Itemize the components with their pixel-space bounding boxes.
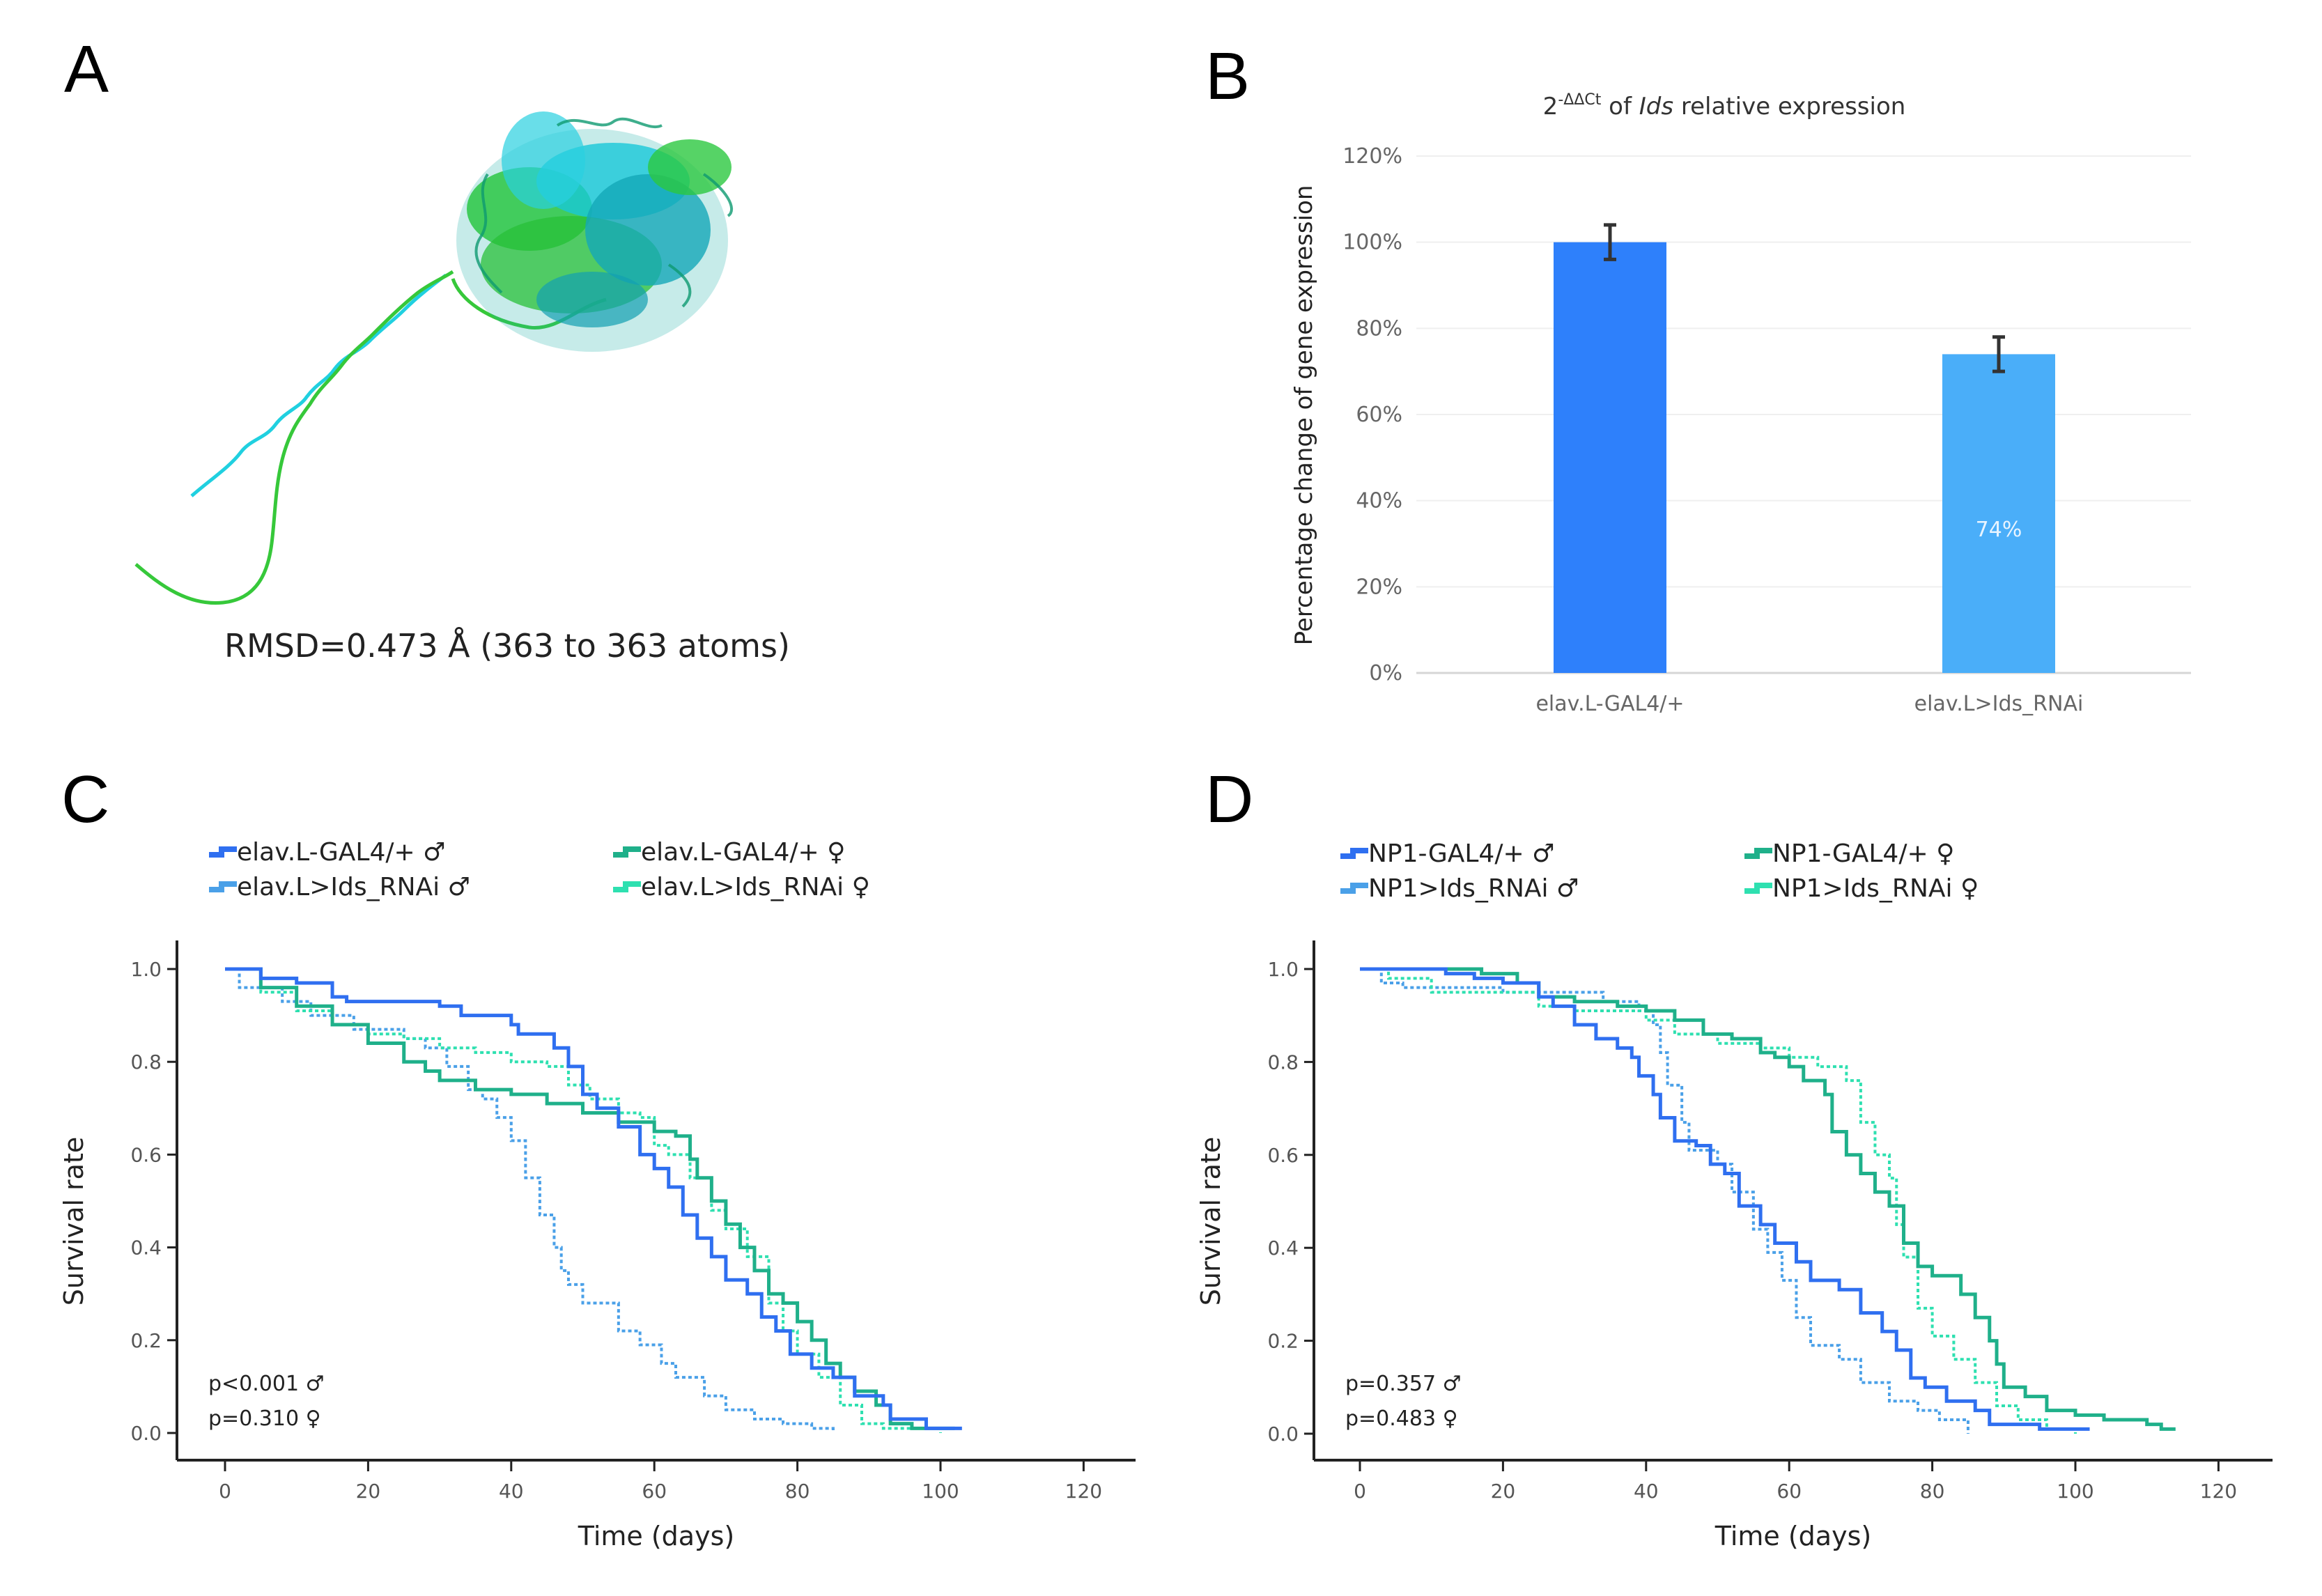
- y-tick-label: 0.8: [130, 1051, 162, 1074]
- survival-curve: [1360, 968, 2077, 1434]
- y-tick-label: 1.0: [1267, 958, 1299, 981]
- y-tick-label: 20%: [1356, 575, 1402, 599]
- expression-bar-chart: 2-ΔΔCt of Ids relative expression Percen…: [1290, 91, 2191, 716]
- survival-chart-c: 0.0 0.2 0.4 0.6 0.8 1.0 0 20 40 60 80 100 120 Time (d…: [59, 838, 1136, 1551]
- legend-item: NP1>Ids_RNAi ♀: [1744, 874, 1979, 903]
- y-tick-label: 0.8: [1267, 1051, 1299, 1074]
- x-tick-label: 80: [1920, 1480, 1945, 1503]
- legend-item: NP1-GAL4/+ ♂: [1340, 839, 1554, 868]
- x-tick-label: 100: [922, 1480, 959, 1503]
- y-tick-label: 60%: [1356, 403, 1402, 427]
- y-tick-label: 120%: [1342, 144, 1402, 169]
- y-tick-label: 0.6: [1267, 1144, 1299, 1167]
- legend-label: NP1>Ids_RNAi ♂: [1368, 874, 1579, 903]
- legend-swatch-icon: [1340, 848, 1368, 859]
- y-axis-title: Survival rate: [59, 1137, 89, 1306]
- y-tick-label: 80%: [1356, 316, 1402, 341]
- y-tick-label: 0.4: [1267, 1237, 1299, 1260]
- legend-item: elav.L-GAL4/+ ♀: [613, 838, 845, 867]
- survival-curve: [225, 968, 835, 1433]
- y-axis-title: Survival rate: [1195, 1137, 1226, 1306]
- y-tick-label: 0.0: [130, 1422, 162, 1445]
- bar: [1554, 242, 1666, 674]
- legend-item: elav.L>Ids_RNAi ♀: [613, 873, 870, 901]
- panel-letter-d: D: [1205, 762, 1254, 837]
- legend-label: elav.L>Ids_RNAi ♂: [237, 873, 470, 901]
- survival-curve: [225, 967, 962, 1430]
- legend-label: NP1>Ids_RNAi ♀: [1772, 874, 1979, 903]
- p-value-annotation: p=0.357 ♂: [1345, 1372, 1462, 1396]
- survival-curve: [225, 967, 955, 1430]
- x-tick-label: 80: [785, 1480, 810, 1503]
- x-tick-label: 0: [219, 1480, 231, 1503]
- y-tick-label: 40%: [1356, 489, 1402, 513]
- x-tick-label: 0: [1354, 1480, 1366, 1503]
- legend-swatch-icon: [613, 846, 641, 858]
- survival-curve: [225, 968, 942, 1433]
- legend-swatch-icon: [1340, 883, 1368, 894]
- y-tick-label: 0.0: [1267, 1423, 1299, 1446]
- rmsd-caption: RMSD=0.473 Å (363 to 363 atoms): [224, 627, 790, 665]
- x-tick-label: 60: [642, 1480, 667, 1503]
- x-tick-label: 60: [1777, 1480, 1802, 1503]
- p-value-annotation: p=0.310 ♀: [208, 1407, 321, 1431]
- y-tick-label: 0.6: [130, 1143, 162, 1166]
- legend-label: NP1-GAL4/+ ♂: [1368, 839, 1554, 868]
- y-tick-label: 0.2: [1267, 1330, 1299, 1353]
- legend-swatch-icon: [613, 881, 641, 892]
- panel-letter-c: C: [61, 762, 110, 837]
- x-tick-label: 120: [2200, 1480, 2237, 1503]
- y-tick-label: 0.4: [130, 1237, 162, 1260]
- bar-data-label: 74%: [1976, 518, 2022, 542]
- x-tick-label: 40: [1634, 1480, 1659, 1503]
- legend-swatch-icon: [209, 846, 237, 858]
- legend-label: elav.L-GAL4/+ ♀: [641, 838, 845, 867]
- category-label: elav.L>Ids_RNAi: [1914, 692, 2084, 716]
- y-tick-label: 0.2: [130, 1329, 162, 1352]
- survival-chart-d: 0.0 0.2 0.4 0.6 0.8 1.0 0 20 40 60 80 100 120 Time (d…: [1195, 839, 2273, 1551]
- x-axis-title: Time (days): [1715, 1521, 1871, 1551]
- x-tick-label: 100: [2057, 1480, 2093, 1503]
- survival-curve: [1360, 968, 1969, 1434]
- legend-item: NP1>Ids_RNAi ♂: [1340, 874, 1579, 903]
- x-tick-label: 40: [499, 1480, 524, 1503]
- legend-item: elav.L>Ids_RNAi ♂: [209, 873, 470, 901]
- x-axis-title: Time (days): [578, 1521, 734, 1551]
- panel-letter-b: B: [1205, 39, 1251, 114]
- survival-curve: [1360, 967, 2176, 1431]
- x-tick-label: 120: [1065, 1480, 1102, 1503]
- panel-letter-a: A: [64, 32, 109, 107]
- protein-core: [456, 111, 733, 352]
- legend-swatch-icon: [209, 881, 237, 892]
- x-tick-label: 20: [1491, 1480, 1516, 1503]
- chart-b-title: 2-ΔΔCt of Ids relative expression: [1543, 91, 1906, 121]
- legend-label: elav.L-GAL4/+ ♂: [237, 838, 445, 867]
- y-tick-label: 1.0: [130, 958, 162, 981]
- legend-label: NP1-GAL4/+ ♀: [1772, 839, 1954, 868]
- y-tick-label: 100%: [1342, 231, 1402, 255]
- chart-b-ylabel: Percentage change of gene expression: [1290, 185, 1318, 646]
- legend-swatch-icon: [1744, 883, 1772, 894]
- legend-swatch-icon: [1744, 848, 1772, 859]
- legend-item: NP1-GAL4/+ ♀: [1744, 839, 1954, 868]
- legend-label: elav.L>Ids_RNAi ♀: [641, 873, 870, 901]
- category-label: elav.L-GAL4/+: [1535, 692, 1684, 716]
- p-value-annotation: p=0.483 ♀: [1345, 1407, 1458, 1431]
- legend-item: elav.L-GAL4/+ ♂: [209, 838, 445, 867]
- survival-curve: [1360, 967, 2090, 1431]
- protein-tail-cyan: [190, 274, 447, 497]
- p-value-annotation: p<0.001 ♂: [208, 1372, 325, 1396]
- x-tick-label: 20: [356, 1480, 381, 1503]
- bar: [1942, 354, 2055, 673]
- y-tick-label: 0%: [1369, 661, 1402, 685]
- protein-structure-image: [134, 111, 733, 605]
